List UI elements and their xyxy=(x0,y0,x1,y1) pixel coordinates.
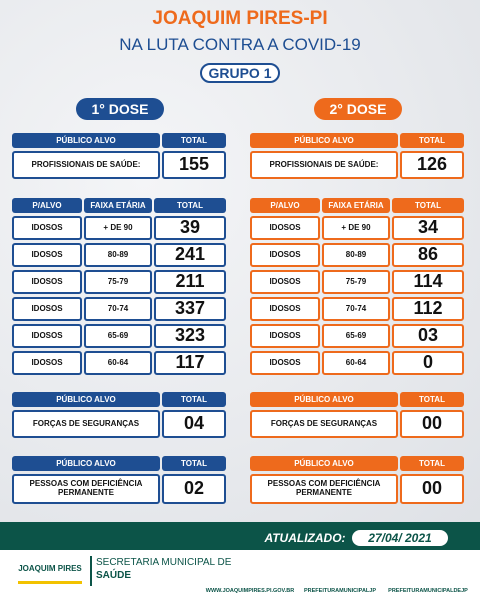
label-cell: IDOSOS xyxy=(12,216,82,240)
total-cell: 86 xyxy=(392,243,464,267)
header-cell: FAIXA ETÁRIA xyxy=(322,198,390,213)
header-cell: P/ALVO xyxy=(12,198,82,213)
link: PREFEITURAMUNICIPALJP xyxy=(303,588,376,594)
header-cell: TOTAL xyxy=(154,198,226,213)
total-cell: 211 xyxy=(154,270,226,294)
total-cell: 114 xyxy=(392,270,464,294)
header-cell: TOTAL xyxy=(162,133,226,148)
updated-label: ATUALIZADO: xyxy=(264,531,346,545)
label-cell: 80-89 xyxy=(322,243,390,267)
label-cell: 60-64 xyxy=(84,351,152,375)
label-cell: 65-69 xyxy=(84,324,152,348)
label-cell: IDOSOS xyxy=(12,243,82,267)
label-cell: IDOSOS xyxy=(250,216,320,240)
label-cell: 70-74 xyxy=(322,297,390,321)
total-cell: 34 xyxy=(392,216,464,240)
link: WWW.JOAQUIMPIRES.PI.GOV.BR xyxy=(205,588,295,594)
header-cell: FAIXA ETÁRIA xyxy=(84,198,152,213)
header-cell: PÚBLICO ALVO xyxy=(12,392,160,407)
header-cell: PÚBLICO ALVO xyxy=(12,133,160,148)
total-cell: 112 xyxy=(392,297,464,321)
header-cell: PÚBLICO ALVO xyxy=(250,392,398,407)
total-cell: 00 xyxy=(400,410,464,438)
header-cell: TOTAL xyxy=(162,392,226,407)
label-cell: + DE 90 xyxy=(322,216,390,240)
label-cell: IDOSOS xyxy=(250,351,320,375)
label-cell: IDOSOS xyxy=(12,297,82,321)
label-cell: IDOSOS xyxy=(12,324,82,348)
label-cell: PROFISSIONAIS DE SAÚDE: xyxy=(250,151,398,179)
header-cell: PÚBLICO ALVO xyxy=(250,456,398,471)
header-cell: TOTAL xyxy=(400,456,464,471)
label-cell: PESSOAS COM DEFICIÊNCIA PERMANENTE xyxy=(12,474,160,504)
label-cell: IDOSOS xyxy=(250,297,320,321)
label-cell: IDOSOS xyxy=(250,243,320,267)
label-cell: 65-69 xyxy=(322,324,390,348)
total-cell: 0 xyxy=(392,351,464,375)
group-badge: GRUPO 1 xyxy=(200,63,280,83)
label-cell: IDOSOS xyxy=(12,270,82,294)
label-cell: 75-79 xyxy=(84,270,152,294)
dose-badge: 2° DOSE xyxy=(314,98,402,120)
header-cell: TOTAL xyxy=(162,456,226,471)
total-cell: 117 xyxy=(154,351,226,375)
total-cell: 155 xyxy=(162,151,226,179)
label-cell: PROFISSIONAIS DE SAÚDE: xyxy=(12,151,160,179)
total-cell: 39 xyxy=(154,216,226,240)
label-cell: IDOSOS xyxy=(250,270,320,294)
department-2: SAÚDE xyxy=(96,570,132,581)
total-cell: 126 xyxy=(400,151,464,179)
label-cell: 60-64 xyxy=(322,351,390,375)
header-cell: TOTAL xyxy=(400,392,464,407)
total-cell: 02 xyxy=(162,474,226,504)
label-cell: PESSOAS COM DEFICIÊNCIA PERMANENTE xyxy=(250,474,398,504)
header-cell: PÚBLICO ALVO xyxy=(12,456,160,471)
label-cell: 80-89 xyxy=(84,243,152,267)
total-cell: 03 xyxy=(392,324,464,348)
footer-bottom xyxy=(0,550,480,600)
total-cell: 04 xyxy=(162,410,226,438)
dose-badge: 1° DOSE xyxy=(76,98,164,120)
updated-date: 27/04/ 2021 xyxy=(352,530,448,546)
logo: JOAQUIM PIRES xyxy=(18,556,82,584)
label-cell: 75-79 xyxy=(322,270,390,294)
title: JOAQUIM PIRES-PI xyxy=(152,8,328,29)
label-cell: + DE 90 xyxy=(84,216,152,240)
header-cell: PÚBLICO ALVO xyxy=(250,133,398,148)
total-cell: 00 xyxy=(400,474,464,504)
header-cell: TOTAL xyxy=(400,133,464,148)
total-cell: 241 xyxy=(154,243,226,267)
link: PREFEITURAMUNICIPALDEJP xyxy=(388,588,468,594)
header-cell: P/ALVO xyxy=(250,198,320,213)
label-cell: IDOSOS xyxy=(250,324,320,348)
label-cell: FORÇAS DE SEGURANÇAS xyxy=(250,410,398,438)
total-cell: 337 xyxy=(154,297,226,321)
label-cell: 70-74 xyxy=(84,297,152,321)
divider xyxy=(90,556,92,586)
total-cell: 323 xyxy=(154,324,226,348)
header-cell: TOTAL xyxy=(392,198,464,213)
label-cell: FORÇAS DE SEGURANÇAS xyxy=(12,410,160,438)
subtitle: NA LUTA CONTRA A COVID-19 xyxy=(119,35,361,54)
department: SECRETARIA MUNICIPAL DE xyxy=(96,557,232,568)
label-cell: IDOSOS xyxy=(12,351,82,375)
